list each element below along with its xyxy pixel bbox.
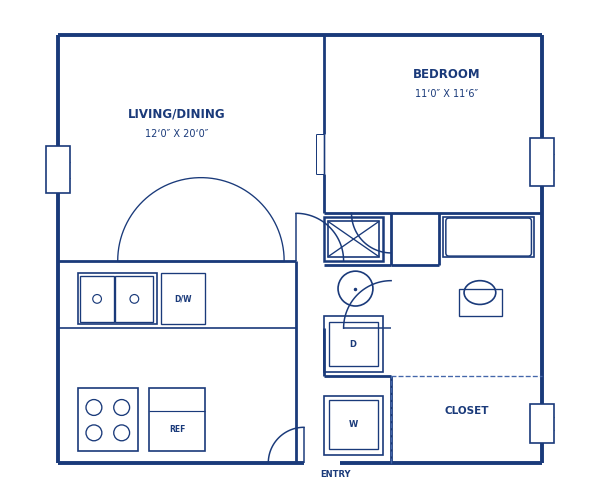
- Bar: [80, 276, 114, 322]
- Text: BEDROOM: BEDROOM: [413, 68, 481, 81]
- FancyBboxPatch shape: [446, 218, 532, 256]
- Bar: [329, 400, 379, 449]
- Bar: [149, 388, 205, 451]
- Text: D/W: D/W: [175, 294, 192, 303]
- Bar: [78, 273, 157, 324]
- Text: 12‘0″ X 20‘0″: 12‘0″ X 20‘0″: [145, 129, 209, 139]
- Bar: [324, 395, 383, 455]
- Text: REF: REF: [169, 425, 185, 434]
- Bar: [324, 317, 383, 372]
- Bar: [46, 146, 70, 194]
- Text: 11‘0″ X 11‘6″: 11‘0″ X 11‘6″: [415, 89, 478, 99]
- Bar: [443, 217, 534, 257]
- Bar: [78, 388, 137, 451]
- Bar: [115, 276, 154, 322]
- Text: ENTRY: ENTRY: [320, 470, 351, 479]
- Bar: [530, 404, 554, 443]
- Text: CLOSET: CLOSET: [444, 406, 488, 416]
- Bar: [161, 273, 205, 324]
- Bar: [324, 217, 383, 261]
- Bar: [458, 289, 502, 317]
- Bar: [329, 322, 379, 366]
- Bar: [530, 138, 554, 186]
- Text: LIVING/DINING: LIVING/DINING: [128, 108, 226, 121]
- Bar: [328, 221, 379, 257]
- Text: D: D: [350, 340, 356, 348]
- Text: W: W: [349, 420, 358, 429]
